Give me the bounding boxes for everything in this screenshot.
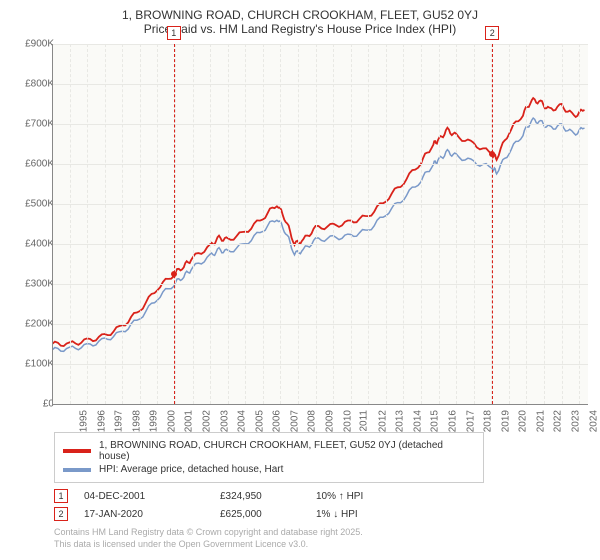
y-tick-label: £100K [18, 359, 54, 370]
y-tick-label: £300K [18, 279, 54, 290]
event-badge: 2 [54, 507, 68, 521]
legend-label: HPI: Average price, detached house, Hart [99, 464, 283, 475]
plot-region: 12 [52, 44, 588, 404]
event-row: 2 17-JAN-2020 £625,000 1% ↓ HPI [54, 507, 590, 521]
event-row: 1 04-DEC-2001 £324,950 10% ↑ HPI [54, 489, 590, 503]
y-tick-label: £400K [18, 239, 54, 250]
legend-swatch [63, 449, 91, 453]
event-pct: 10% ↑ HPI [316, 491, 396, 502]
events-table: 1 04-DEC-2001 £324,950 10% ↑ HPI 2 17-JAN-202… [54, 489, 590, 521]
series-line-price_paid [52, 98, 585, 346]
y-tick-label: £900K [18, 39, 54, 50]
event-badge: 1 [54, 489, 68, 503]
legend: 1, BROWNING ROAD, CHURCH CROOKHAM, FLEET… [54, 432, 484, 483]
footer-line-1: Contains HM Land Registry data © Crown c… [54, 527, 590, 539]
legend-row: HPI: Average price, detached house, Hart [63, 464, 475, 475]
event-date: 17-JAN-2020 [84, 509, 204, 520]
y-tick-label: £800K [18, 79, 54, 90]
event-price: £324,950 [220, 491, 300, 502]
chart-area: £0 £100K £200K £300K £400K £500K £600K £700K £80… [18, 44, 588, 424]
y-tick-label: £700K [18, 119, 54, 130]
footer-text: Contains HM Land Registry data © Crown c… [54, 527, 590, 550]
y-tick-label: £600K [18, 159, 54, 170]
marker-badge: 1 [167, 26, 181, 40]
x-tick-label: 2011 [359, 410, 379, 432]
legend-label: 1, BROWNING ROAD, CHURCH CROOKHAM, FLEET… [99, 440, 475, 462]
chart-subtitle: Price paid vs. HM Land Registry's House … [10, 22, 590, 36]
footer-line-2: This data is licensed under the Open Gov… [54, 539, 590, 551]
event-date: 04-DEC-2001 [84, 491, 204, 502]
x-tick-label: 2024 [588, 410, 600, 432]
y-tick-label: £0 [18, 399, 54, 410]
event-pct: 1% ↓ HPI [316, 509, 396, 520]
legend-swatch [63, 468, 91, 472]
marker-badge: 2 [485, 26, 499, 40]
event-price: £625,000 [220, 509, 300, 520]
chart-title: 1, BROWNING ROAD, CHURCH CROOKHAM, FLEET… [10, 8, 590, 22]
chart-lines [52, 44, 588, 404]
y-tick-label: £500K [18, 199, 54, 210]
x-tick-label: 1995 [78, 410, 98, 432]
chart-container: 1, BROWNING ROAD, CHURCH CROOKHAM, FLEET… [0, 0, 600, 560]
legend-row: 1, BROWNING ROAD, CHURCH CROOKHAM, FLEET… [63, 440, 475, 462]
y-tick-label: £200K [18, 319, 54, 330]
